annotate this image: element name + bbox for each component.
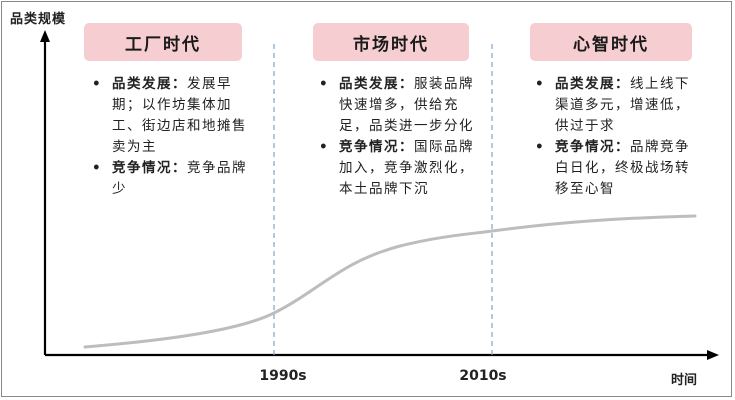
era-header-market: 市场时代 — [313, 23, 469, 61]
bullet-competition: 竞争情况：竞争品牌少 — [88, 158, 250, 200]
x-axis-arrow — [707, 350, 719, 360]
growth-curve — [83, 214, 697, 349]
bullet-text: 发展早期；以作坊集体加工、街边店和地摊售卖为主 — [112, 76, 247, 155]
bullet-key: 品类发展： — [555, 76, 630, 92]
bullet-category-development: 品类发展：发展早期；以作坊集体加工、街边店和地摊售卖为主 — [88, 74, 250, 158]
bullet-category-development: 品类发展：线上线下渠道多元，增速低，供过于求 — [531, 74, 697, 137]
bullet-text: 竞争品牌少 — [112, 160, 247, 197]
bullet-key: 竞争情况： — [112, 160, 187, 176]
bullet-key: 竞争情况： — [555, 139, 630, 155]
x-axis-label: 时间 — [671, 373, 698, 388]
bullet-competition: 竞争情况：国际品牌加入，竞争激烈化，本土品牌下沉 — [315, 137, 477, 200]
bullet-text: 线上线下渠道多元，增速低，供过于求 — [555, 76, 690, 134]
y-axis-label: 品类规模 — [10, 12, 67, 27]
bullet-key: 竞争情况： — [339, 139, 414, 155]
bullet-category-development: 品类发展：服装品牌快速增多，供给充足，品类进一步分化 — [315, 74, 477, 137]
era-factory-points: 品类发展：发展早期；以作坊集体加工、街边店和地摊售卖为主 竞争情况：竞争品牌少 — [88, 74, 250, 200]
x-tick-1990s: 1990s — [259, 368, 307, 384]
bullet-text: 品牌竞争白日化，终极战场转移至心智 — [555, 139, 690, 197]
era-header-mind: 心智时代 — [530, 23, 692, 61]
bullet-key: 品类发展： — [112, 76, 187, 92]
era-header-factory: 工厂时代 — [84, 23, 242, 61]
bullet-text: 服装品牌快速增多，供给充足，品类进一步分化 — [339, 76, 474, 134]
bullet-competition: 竞争情况：品牌竞争白日化，终极战场转移至心智 — [531, 137, 697, 200]
bullet-text: 国际品牌加入，竞争激烈化，本土品牌下沉 — [339, 139, 474, 197]
era-market-points: 品类发展：服装品牌快速增多，供给充足，品类进一步分化 竞争情况：国际品牌加入，竞… — [315, 74, 477, 200]
y-axis-arrow — [40, 30, 50, 42]
bullet-key: 品类发展： — [339, 76, 414, 92]
x-tick-2010s: 2010s — [459, 368, 507, 384]
era-mind-points: 品类发展：线上线下渠道多元，增速低，供过于求 竞争情况：品牌竞争白日化，终极战场… — [531, 74, 697, 200]
